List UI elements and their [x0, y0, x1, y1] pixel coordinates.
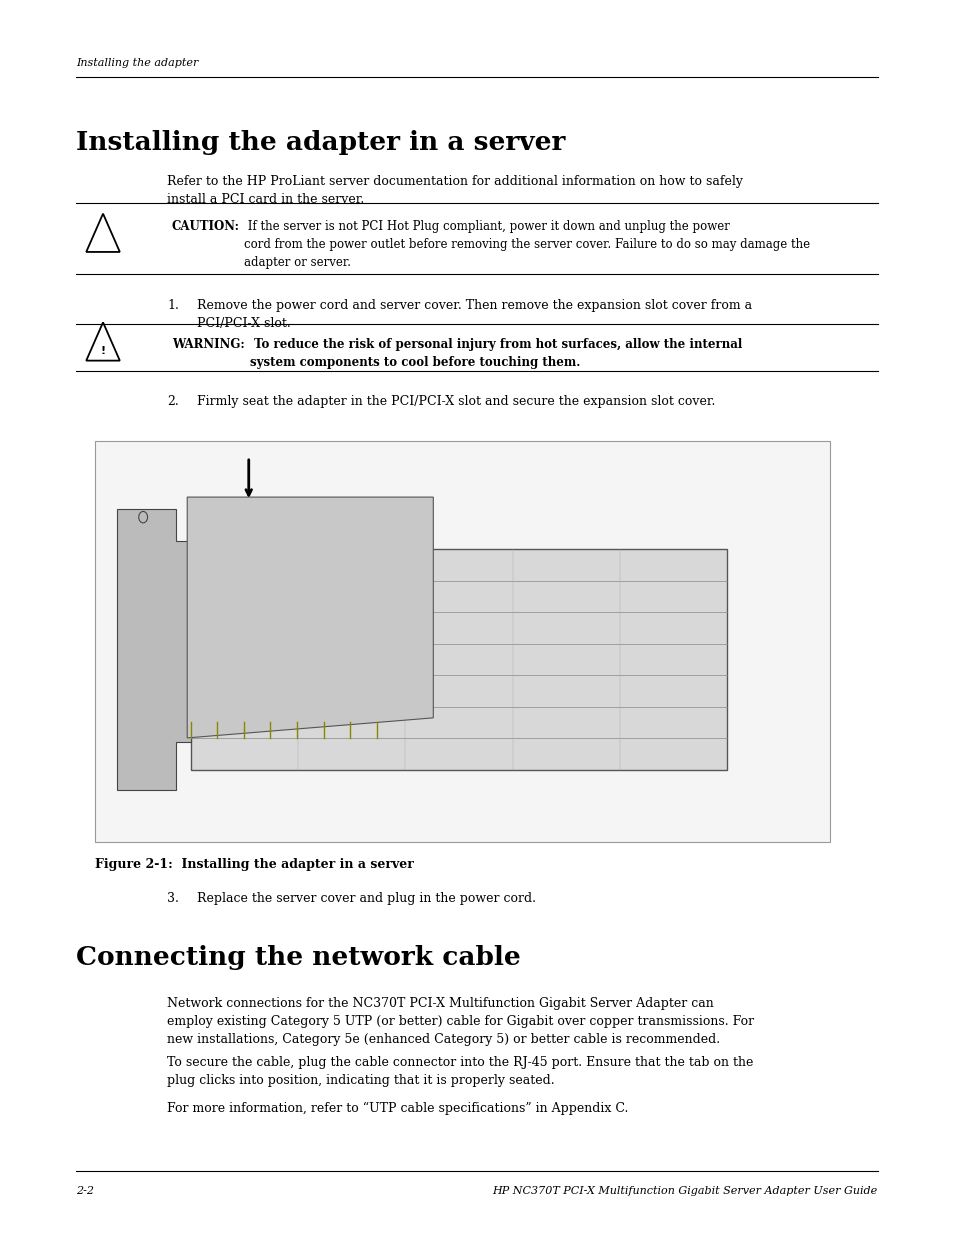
Text: Replace the server cover and plug in the power cord.: Replace the server cover and plug in the…: [197, 892, 536, 905]
Text: CAUTION:: CAUTION:: [172, 220, 239, 233]
Text: Connecting the network cable: Connecting the network cable: [76, 945, 520, 969]
Text: Figure 2-1:  Installing the adapter in a server: Figure 2-1: Installing the adapter in a …: [95, 858, 414, 872]
Text: To reduce the risk of personal injury from hot surfaces, allow the internal
syst: To reduce the risk of personal injury fr…: [250, 338, 741, 369]
Text: HP NC370T PCI-X Multifunction Gigabit Server Adapter User Guide: HP NC370T PCI-X Multifunction Gigabit Se…: [492, 1186, 877, 1195]
Polygon shape: [191, 550, 726, 771]
Polygon shape: [187, 496, 433, 737]
Text: Installing the adapter: Installing the adapter: [76, 58, 198, 68]
Text: 3.: 3.: [167, 892, 178, 905]
Polygon shape: [117, 509, 191, 790]
Text: To secure the cable, plug the cable connector into the RJ-45 port. Ensure that t: To secure the cable, plug the cable conn…: [167, 1056, 753, 1087]
Text: 2-2: 2-2: [76, 1186, 94, 1195]
Text: Remove the power cord and server cover. Then remove the expansion slot cover fro: Remove the power cord and server cover. …: [197, 299, 752, 330]
Text: WARNING:: WARNING:: [172, 338, 244, 352]
Text: Installing the adapter in a server: Installing the adapter in a server: [76, 130, 565, 154]
Text: 1.: 1.: [167, 299, 178, 312]
Text: 2.: 2.: [167, 395, 178, 409]
Text: If the server is not PCI Hot Plug compliant, power it down and unplug the power
: If the server is not PCI Hot Plug compli…: [244, 220, 809, 269]
Text: !: !: [100, 346, 106, 356]
FancyBboxPatch shape: [95, 441, 829, 842]
Text: Refer to the HP ProLiant server documentation for additional information on how : Refer to the HP ProLiant server document…: [167, 175, 742, 206]
Text: For more information, refer to “UTP cable specifications” in Appendix C.: For more information, refer to “UTP cabl…: [167, 1102, 628, 1115]
Text: Network connections for the NC370T PCI-X Multifunction Gigabit Server Adapter ca: Network connections for the NC370T PCI-X…: [167, 997, 753, 1046]
Text: Firmly seat the adapter in the PCI/PCI-X slot and secure the expansion slot cove: Firmly seat the adapter in the PCI/PCI-X…: [197, 395, 715, 409]
